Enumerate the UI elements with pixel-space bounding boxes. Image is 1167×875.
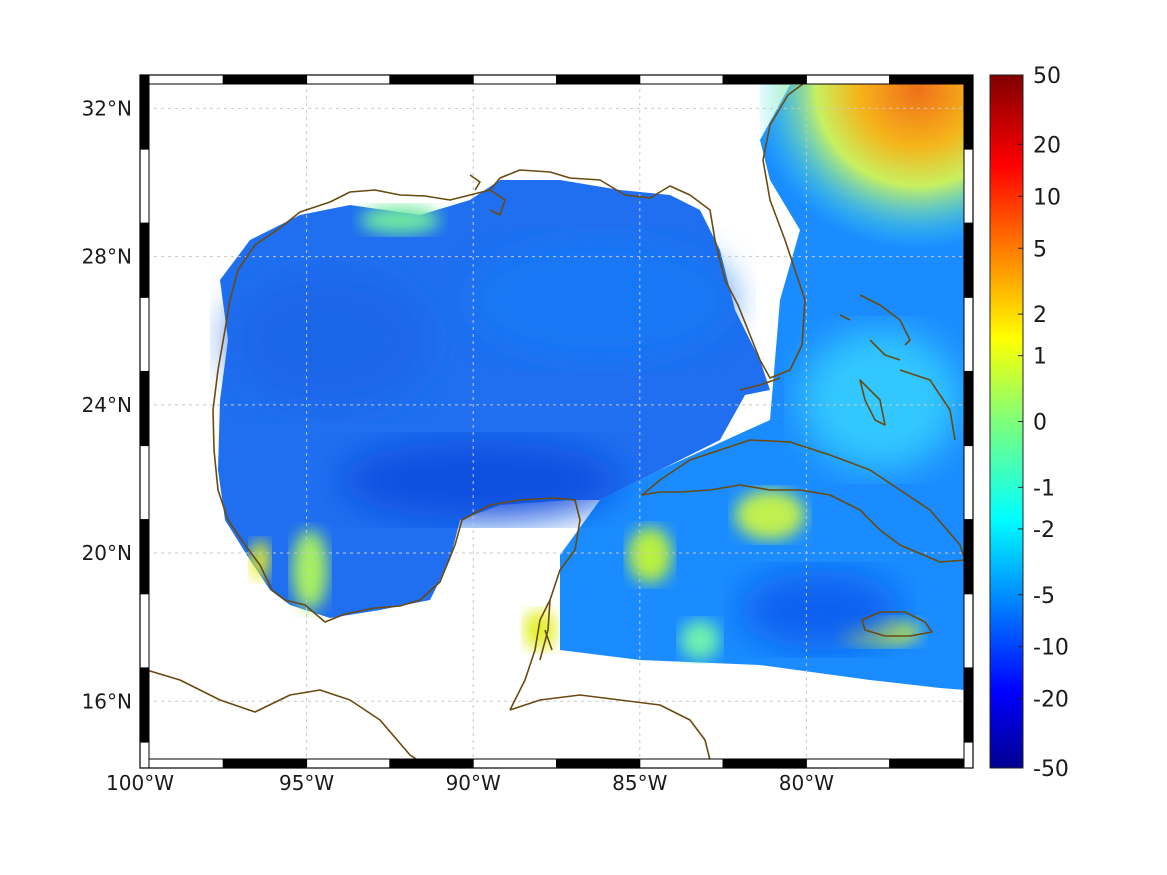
graticule xyxy=(140,75,973,768)
x-tick-label: 80°W xyxy=(779,771,834,795)
frame-segment-left xyxy=(139,593,150,669)
frame-segment-left xyxy=(139,741,150,769)
jamaica-coast xyxy=(861,611,933,637)
frame-segment-right xyxy=(963,296,974,372)
frame-segment-left xyxy=(139,148,150,224)
us-gulf-coast xyxy=(229,75,816,379)
colorbar-level-label: -2 xyxy=(1033,518,1055,543)
x-tick-label: 95°W xyxy=(279,771,334,795)
frame-segment-top xyxy=(556,74,641,85)
frame-segment-right xyxy=(963,667,974,743)
y-axis-labels: 32°N 28°N 24°N 20°N 16°N xyxy=(82,96,132,713)
frame-segment-top xyxy=(639,74,724,85)
bahamas-coast xyxy=(839,294,956,441)
frame-segment-bottom xyxy=(639,758,724,769)
y-tick-label: 32°N xyxy=(82,96,132,120)
field-shading xyxy=(230,80,970,660)
mexico-gulf-coast xyxy=(212,299,581,711)
frame-segment-bottom xyxy=(306,758,391,769)
frame-segment-bottom xyxy=(805,758,891,769)
colorbar-level-label: 2 xyxy=(1033,303,1047,328)
frame-segment-right xyxy=(963,445,974,521)
cuba-coast xyxy=(641,439,966,563)
colorbar-level-label: 0 xyxy=(1033,411,1047,436)
frame-segment-top xyxy=(472,74,558,85)
colorbar-level-label: 50 xyxy=(1033,64,1061,89)
frame-segment-left xyxy=(139,74,150,150)
frame-segment-right xyxy=(963,148,974,224)
colorbar-level-label: -50 xyxy=(1033,757,1069,782)
x-tick-label: 90°W xyxy=(446,771,501,795)
frame-segment-right xyxy=(963,74,974,150)
frame-segment-left xyxy=(139,222,150,298)
frame-segment-bottom xyxy=(889,758,974,769)
colorbar-level-label: -1 xyxy=(1033,476,1055,501)
x-tick-label: 100°W xyxy=(106,771,174,795)
yucatan-detail xyxy=(539,599,553,661)
y-tick-label: 24°N xyxy=(82,393,132,417)
frame-segment-top xyxy=(889,74,974,85)
frame-segment-bottom xyxy=(472,758,558,769)
central-america-coast xyxy=(140,667,431,768)
frame-segment-right xyxy=(963,370,974,447)
colorbar-level-label: 5 xyxy=(1033,237,1047,262)
x-tick-label: 85°W xyxy=(612,771,667,795)
frame-segment-bottom xyxy=(722,758,807,769)
frame-segment-right xyxy=(963,222,974,298)
frame-segment-bottom xyxy=(139,758,224,769)
colorbar-ramp xyxy=(989,74,1024,769)
x-axis-labels: 100°W 95°W 90°W 85°W 80°W xyxy=(106,771,834,795)
honduras-coast xyxy=(509,694,713,768)
frame-segment-top xyxy=(139,74,224,85)
map-frame xyxy=(139,74,974,769)
y-tick-label: 28°N xyxy=(82,245,132,269)
frame-segment-left xyxy=(139,519,150,595)
frame-segment-bottom xyxy=(222,758,308,769)
y-tick-label: 20°N xyxy=(82,541,132,565)
frame-segment-top xyxy=(722,74,807,85)
frame-outline xyxy=(139,74,974,769)
frame-segment-left xyxy=(139,370,150,447)
colorbar-level-label: 10 xyxy=(1033,185,1061,210)
frame-segment-top xyxy=(306,74,391,85)
frame-segment-right xyxy=(963,593,974,669)
frame-segment-right xyxy=(963,741,974,769)
frame-segment-bottom xyxy=(556,758,641,769)
frame-segment-right xyxy=(963,519,974,595)
coastlines xyxy=(140,75,966,768)
colorbar-level-label: -20 xyxy=(1033,688,1069,713)
frame-segment-bottom xyxy=(389,758,474,769)
y-tick-label: 16°N xyxy=(82,689,132,713)
frame-segment-left xyxy=(139,296,150,372)
florida-keys xyxy=(739,377,781,391)
mississippi-delta xyxy=(469,174,506,216)
colorbar-level-label: -5 xyxy=(1033,584,1055,609)
frame-segment-top xyxy=(222,74,308,85)
colorbar-level-label: -10 xyxy=(1033,636,1069,661)
colorbar-level-label: 20 xyxy=(1033,133,1061,158)
colorbar-level-label: 1 xyxy=(1033,345,1047,370)
frame-segment-top xyxy=(805,74,891,85)
frame-segment-left xyxy=(139,445,150,521)
frame-segment-top xyxy=(389,74,474,85)
frame-segment-left xyxy=(139,667,150,743)
